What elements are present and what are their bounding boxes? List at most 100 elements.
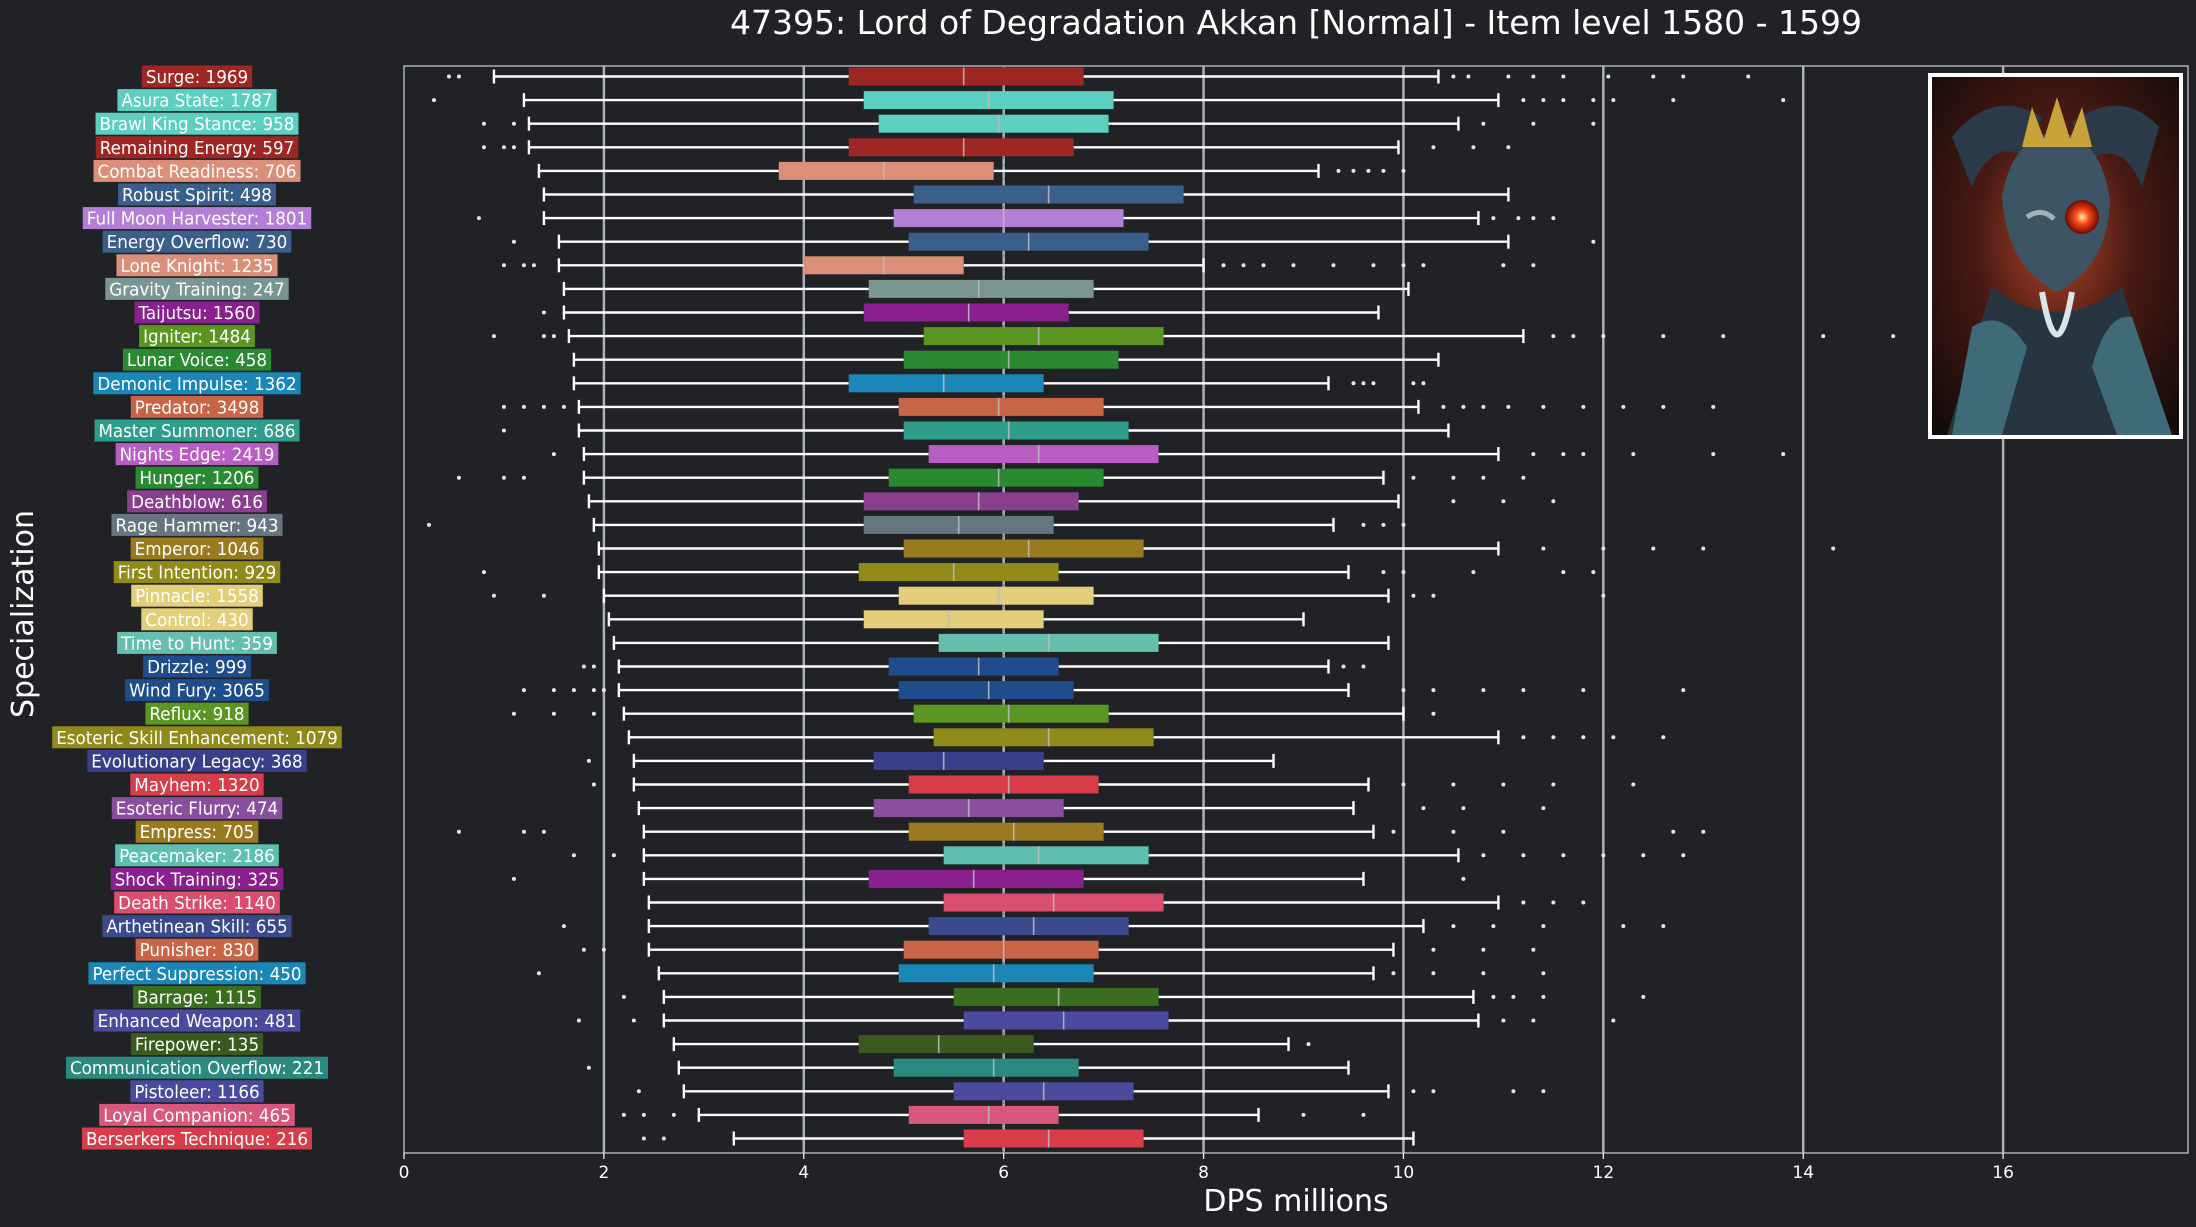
box-iqr [858, 563, 1059, 582]
outlier-point [1501, 829, 1506, 834]
box-row [521, 681, 1686, 700]
outlier-point [456, 74, 461, 79]
box-row [481, 138, 1511, 157]
category-label: Death Strike: 1140 [118, 893, 276, 914]
x-tick-label: 4 [798, 1163, 809, 1183]
category-label-bg [93, 1009, 301, 1032]
outlier-point [511, 239, 516, 244]
outlier-point [1421, 806, 1426, 811]
outlier-point [511, 876, 516, 881]
outlier-point [1366, 168, 1371, 173]
outlier-point [1561, 74, 1566, 79]
outlier-point [1571, 334, 1576, 339]
outlier-point [1461, 806, 1466, 811]
outlier-point [1591, 98, 1596, 103]
box-row [561, 917, 1666, 936]
outlier-point [1521, 735, 1526, 740]
outlier-point [661, 1136, 666, 1141]
box-iqr [858, 1035, 1034, 1054]
outlier-point [631, 1018, 636, 1023]
outlier-point [1431, 688, 1436, 693]
outlier-point [1581, 735, 1586, 740]
box-row [572, 374, 1426, 393]
grid-layer [403, 65, 2189, 1154]
category-label-bg [143, 655, 251, 678]
box-iqr [923, 327, 1164, 346]
outlier-point [621, 994, 626, 999]
outlier-point [1621, 404, 1626, 409]
box-row [491, 327, 1896, 346]
outlier-point [1561, 452, 1566, 457]
category-label-bg [116, 254, 278, 277]
outlier-point [1291, 263, 1296, 268]
outlier-point [1381, 522, 1386, 527]
outlier-point [1351, 381, 1356, 386]
category-label-bg [115, 443, 279, 466]
box-iqr [863, 610, 1044, 629]
outlier-point [581, 947, 586, 952]
outlier-point [576, 1018, 581, 1023]
outlier-point [1606, 74, 1611, 79]
outlier-point [1221, 263, 1226, 268]
category-label: Reflux: 918 [149, 704, 244, 725]
box-row [587, 492, 1556, 511]
category-label-bg [133, 985, 261, 1008]
outlier-point [1506, 404, 1511, 409]
box-row [591, 775, 1636, 794]
category-label: Predator: 3498 [135, 397, 259, 418]
box-iqr [778, 161, 994, 180]
outlier-point [1531, 1018, 1536, 1023]
outlier-point [491, 593, 496, 598]
outlier-point [1431, 711, 1436, 716]
category-label: Demonic Impulse: 1362 [97, 374, 296, 395]
box-row [637, 799, 1546, 818]
outlier-point [1541, 971, 1546, 976]
category-label-bg [93, 159, 301, 182]
category-label-bg [130, 773, 264, 796]
category-label: Asura State: 1787 [121, 91, 272, 112]
outlier-point [1521, 475, 1526, 480]
outlier-point [1541, 546, 1546, 551]
outlier-point [501, 404, 506, 409]
outlier-point [1531, 216, 1536, 221]
box-row [562, 279, 1410, 298]
box-row [511, 869, 1466, 888]
outlier-point [1341, 664, 1346, 669]
category-label: Esoteric Flurry: 474 [116, 799, 278, 820]
x-tick-label: 16 [1992, 1163, 2014, 1183]
box-iqr [863, 492, 1079, 511]
outlier-point [1431, 971, 1436, 976]
outlier-point [1541, 404, 1546, 409]
category-label-bg [81, 1127, 313, 1150]
category-label-bg [65, 1056, 329, 1079]
outlier-point [551, 334, 556, 339]
outlier-point [1501, 1018, 1506, 1023]
outlier-point [1371, 381, 1376, 386]
box-iqr [963, 1129, 1144, 1148]
outlier-point [611, 853, 616, 858]
outlier-point [1651, 74, 1656, 79]
outlier-point [1481, 947, 1486, 952]
box-row [621, 1105, 1366, 1124]
outlier-point [1591, 239, 1596, 244]
category-label-bg [115, 844, 279, 867]
category-label-bg [82, 207, 312, 230]
outlier-point [1641, 853, 1646, 858]
outlier-point [481, 121, 486, 126]
outlier-point [1561, 570, 1566, 575]
outlier-point [1451, 74, 1456, 79]
box-iqr [873, 751, 1044, 770]
x-tick-label: 2 [598, 1163, 609, 1183]
outlier-point [1551, 735, 1556, 740]
outlier-point [1401, 522, 1406, 527]
category-label-bg [95, 112, 299, 135]
box-row [581, 657, 1366, 676]
box-iqr [848, 138, 1074, 157]
category-label: Arthetinean Skill: 655 [106, 917, 287, 938]
box-row [641, 1129, 1415, 1148]
outlier-point [1591, 570, 1596, 575]
outlier-point [1466, 74, 1471, 79]
outlier-point [511, 711, 516, 716]
outlier-point [1351, 168, 1356, 173]
